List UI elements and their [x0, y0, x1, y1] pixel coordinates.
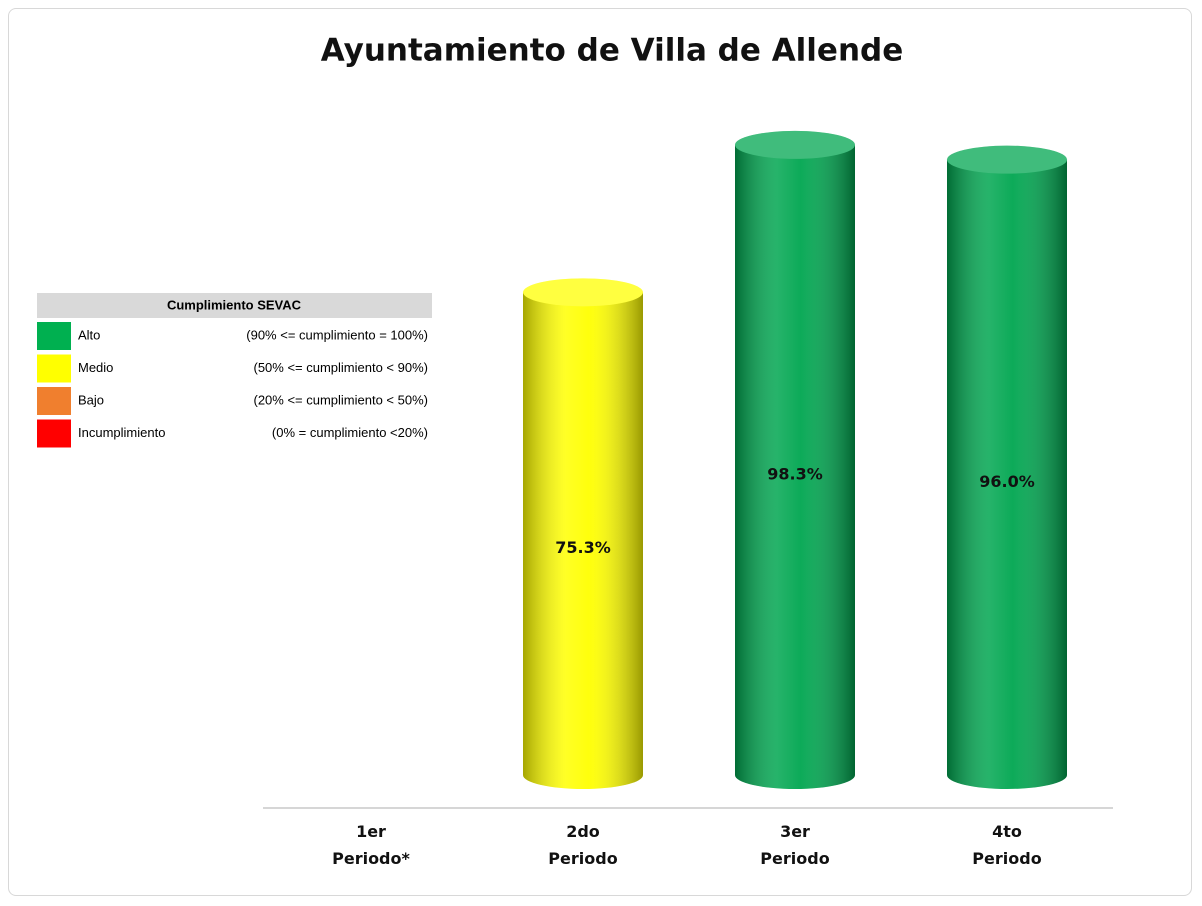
legend-range: (90% <= cumplimiento = 100%): [246, 327, 428, 342]
bar-top-shade: [523, 278, 643, 307]
bar-top: [735, 130, 855, 159]
bar-top-shade: [947, 145, 1067, 174]
bar-body-shade: [735, 144, 855, 776]
legend-range: (50% <= cumplimiento < 90%): [253, 360, 428, 375]
x-tick-label: 1er Periodo*: [332, 822, 410, 868]
bar: [735, 130, 855, 789]
bar: [523, 278, 643, 789]
legend-title: Cumplimiento SEVAC: [167, 297, 302, 312]
value-label: 96.0%: [979, 472, 1035, 491]
legend-label: Medio: [78, 360, 113, 375]
legend-label: Alto: [78, 327, 100, 342]
value-label: 98.3%: [767, 464, 823, 483]
chart-frame: [8, 8, 1192, 896]
bar-top-shade: [735, 130, 855, 159]
legend-swatch: [37, 354, 71, 383]
chart-title: Ayuntamiento de Villa de Allende: [321, 33, 904, 69]
legend-label: Bajo: [78, 392, 104, 407]
bar: [947, 145, 1067, 789]
legend-swatch: [37, 419, 71, 448]
legend-header: [37, 293, 432, 318]
value-label: 75.3%: [555, 538, 611, 557]
x-tick-label: 4to Periodo: [972, 822, 1042, 868]
bar-body-shade: [947, 159, 1067, 775]
legend-swatch: [37, 387, 71, 415]
bar-top: [947, 145, 1067, 174]
legend-range: (20% <= cumplimiento < 50%): [253, 392, 428, 407]
x-tick-label: 3er Periodo: [760, 822, 830, 868]
bar-top: [523, 278, 643, 307]
x-tick-label: 2do Periodo: [548, 822, 618, 868]
legend-label: Incumplimiento: [78, 425, 165, 440]
bar-body-shade: [523, 292, 643, 775]
legend-swatch: [37, 322, 71, 350]
legend-range: (0% = cumplimiento <20%): [272, 425, 428, 440]
